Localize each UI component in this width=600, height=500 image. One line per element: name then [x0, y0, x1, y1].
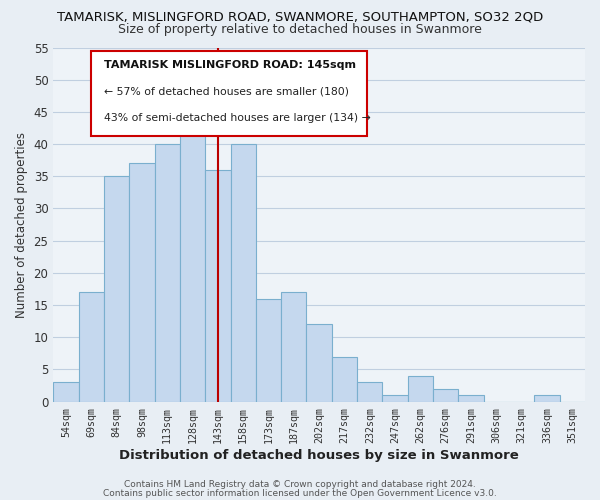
Bar: [205, 170, 230, 402]
Text: Contains HM Land Registry data © Crown copyright and database right 2024.: Contains HM Land Registry data © Crown c…: [124, 480, 476, 489]
Bar: [357, 382, 382, 402]
Bar: [408, 376, 433, 402]
Bar: [155, 144, 180, 402]
Text: Contains public sector information licensed under the Open Government Licence v3: Contains public sector information licen…: [103, 488, 497, 498]
Bar: [458, 396, 484, 402]
Bar: [256, 298, 281, 402]
Text: 43% of semi-detached houses are larger (134) →: 43% of semi-detached houses are larger (…: [104, 113, 371, 123]
Bar: [332, 356, 357, 402]
Text: TAMARISK, MISLINGFORD ROAD, SWANMORE, SOUTHAMPTON, SO32 2QD: TAMARISK, MISLINGFORD ROAD, SWANMORE, SO…: [57, 11, 543, 24]
Bar: [535, 396, 560, 402]
Bar: [230, 144, 256, 402]
Bar: [382, 396, 408, 402]
Bar: [79, 292, 104, 402]
Bar: [129, 164, 155, 402]
X-axis label: Distribution of detached houses by size in Swanmore: Distribution of detached houses by size …: [119, 450, 519, 462]
Text: ← 57% of detached houses are smaller (180): ← 57% of detached houses are smaller (18…: [104, 86, 349, 97]
Bar: [281, 292, 307, 402]
Bar: [433, 389, 458, 402]
Bar: [180, 125, 205, 402]
Bar: [104, 176, 129, 402]
Text: TAMARISK MISLINGFORD ROAD: 145sqm: TAMARISK MISLINGFORD ROAD: 145sqm: [104, 60, 356, 70]
Bar: [53, 382, 79, 402]
FancyBboxPatch shape: [91, 51, 367, 136]
Bar: [307, 324, 332, 402]
Text: Size of property relative to detached houses in Swanmore: Size of property relative to detached ho…: [118, 22, 482, 36]
Y-axis label: Number of detached properties: Number of detached properties: [15, 132, 28, 318]
